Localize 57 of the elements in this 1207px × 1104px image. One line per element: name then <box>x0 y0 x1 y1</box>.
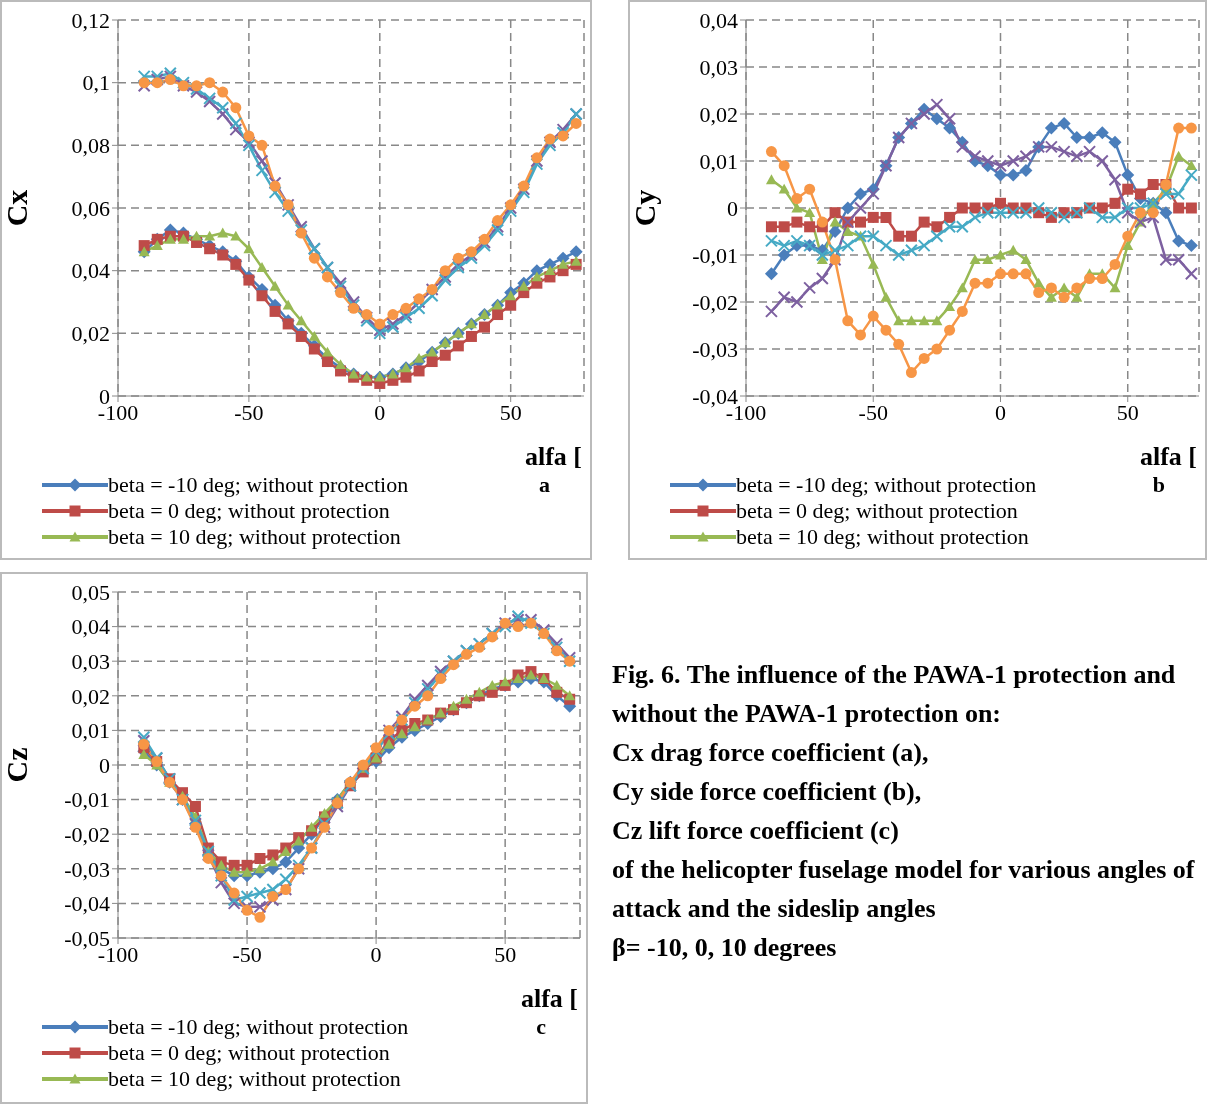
x-tick-label: -50 <box>858 399 888 425</box>
y-tick-label: 0,01 <box>71 718 110 744</box>
y-tick-label: -0,01 <box>692 242 738 268</box>
y-tick-label: 0,08 <box>71 133 110 159</box>
y-axis-title: Cy <box>627 189 661 227</box>
legend-label: beta = 10 deg; without protection <box>108 524 401 550</box>
caption: Fig. 6. The influence of the PAWA-1 protection and without the PAWA-1 protection on: <box>612 659 1177 730</box>
y-tick-label: 0,02 <box>71 321 110 347</box>
x-axis-title: alfa [ <box>523 442 583 472</box>
text: Cz lift force coefficient (c) <box>612 815 900 847</box>
y-tick-label: -0,04 <box>64 891 110 917</box>
legend-label: beta = 0 deg; without protection <box>108 1040 390 1066</box>
y-tick-label: 0,04 <box>71 258 110 284</box>
text: a <box>539 472 550 498</box>
y-tick-label: -0,02 <box>692 289 738 315</box>
y-tick-label: 0,02 <box>71 683 110 709</box>
legend-label: beta = -10 deg; without protection <box>108 1014 409 1040</box>
text: Cx drag force coefficient (a), <box>612 737 930 769</box>
y-tick-label: 0,04 <box>699 7 738 33</box>
legend-label: beta = -10 deg; without protection <box>108 472 409 498</box>
y-tick-label: -0,03 <box>64 856 110 882</box>
y-tick-label: -0,01 <box>64 787 110 813</box>
x-tick-label: 50 <box>499 399 522 425</box>
x-tick-label: -50 <box>232 941 262 967</box>
legend-label: beta = 0 deg; without protection <box>108 498 390 524</box>
legend-label: beta = 0 deg; without protection <box>736 498 1018 524</box>
y-tick-label: 0,02 <box>699 101 738 127</box>
y-tick-label: 0,01 <box>699 148 738 174</box>
y-tick-label: 0,03 <box>71 649 110 675</box>
text: c <box>536 1014 546 1040</box>
text: b <box>1152 472 1165 498</box>
y-tick-label: 0,12 <box>71 7 110 33</box>
y-tick-label: 0 <box>99 752 110 778</box>
x-tick-label: 0 <box>994 399 1006 425</box>
x-tick-label: 0 <box>374 399 386 425</box>
legend-label: beta = -10 deg; without protection <box>736 472 1037 498</box>
y-tick-label: -0,02 <box>64 822 110 848</box>
y-tick-label: 0 <box>727 195 738 221</box>
x-tick-label: 50 <box>1116 399 1139 425</box>
y-axis-title: Cz <box>0 747 33 783</box>
x-tick-label: 50 <box>494 941 517 967</box>
legend-label: beta = 10 deg; without protection <box>108 1066 401 1092</box>
y-tick-label: 0,03 <box>699 54 738 80</box>
y-tick-label: -0,04 <box>692 383 738 409</box>
y-tick-label: -0,03 <box>692 336 738 362</box>
x-axis-title: alfa [ <box>519 984 579 1014</box>
legend-label: beta = 10 deg; without protection <box>736 524 1029 550</box>
y-tick-label: 0,05 <box>71 579 110 605</box>
x-tick-label: -50 <box>234 399 264 425</box>
text: β= -10, 0, 10 degrees <box>612 932 838 964</box>
x-tick-label: 0 <box>370 941 382 967</box>
y-tick-label: 0,06 <box>71 195 110 221</box>
text: Cy side force coefficient (b), <box>612 776 923 808</box>
x-axis-title: alfa [ <box>1138 442 1198 472</box>
y-axis-title: Cx <box>0 189 33 227</box>
y-tick-label: 0,1 <box>82 70 110 96</box>
y-tick-label: 0,04 <box>71 614 110 640</box>
